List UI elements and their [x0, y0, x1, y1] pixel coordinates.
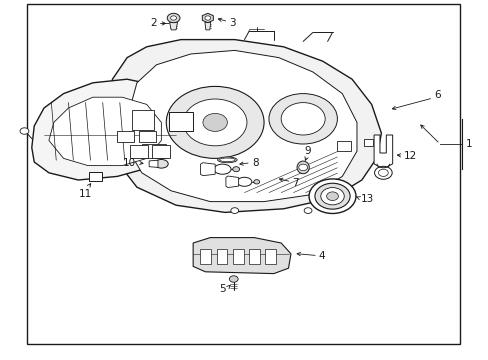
Circle shape: [170, 16, 176, 20]
Circle shape: [304, 208, 311, 213]
FancyBboxPatch shape: [142, 144, 166, 158]
FancyBboxPatch shape: [117, 131, 134, 142]
Ellipse shape: [237, 177, 251, 186]
Polygon shape: [149, 160, 158, 167]
Circle shape: [232, 167, 239, 172]
Polygon shape: [127, 50, 356, 202]
Circle shape: [320, 188, 344, 205]
Circle shape: [268, 94, 337, 144]
Circle shape: [308, 179, 355, 213]
Circle shape: [229, 276, 238, 282]
Circle shape: [374, 166, 391, 179]
Text: 1: 1: [465, 139, 472, 149]
Polygon shape: [32, 79, 185, 180]
FancyBboxPatch shape: [129, 145, 148, 158]
Text: 12: 12: [403, 150, 416, 161]
Circle shape: [20, 128, 29, 134]
Text: 7: 7: [291, 178, 298, 188]
Polygon shape: [204, 22, 210, 30]
Circle shape: [204, 16, 210, 20]
Polygon shape: [225, 176, 238, 188]
Circle shape: [314, 183, 349, 209]
Text: 3: 3: [228, 18, 235, 28]
Polygon shape: [200, 163, 215, 176]
Text: 9: 9: [304, 145, 310, 156]
Ellipse shape: [296, 161, 309, 174]
Circle shape: [183, 99, 246, 146]
Circle shape: [378, 169, 387, 176]
Ellipse shape: [214, 164, 231, 174]
FancyBboxPatch shape: [27, 4, 459, 344]
Text: 8: 8: [251, 158, 258, 168]
Text: 10: 10: [122, 158, 136, 168]
Circle shape: [230, 208, 238, 213]
Polygon shape: [373, 135, 392, 167]
Polygon shape: [107, 40, 381, 212]
Text: 2: 2: [150, 18, 157, 28]
Ellipse shape: [154, 159, 168, 168]
FancyBboxPatch shape: [364, 139, 372, 146]
FancyBboxPatch shape: [89, 172, 102, 181]
Circle shape: [203, 113, 227, 131]
Text: 5: 5: [219, 284, 225, 294]
Circle shape: [167, 13, 180, 23]
Polygon shape: [49, 97, 161, 166]
FancyBboxPatch shape: [232, 249, 243, 264]
Text: 11: 11: [79, 189, 92, 199]
FancyBboxPatch shape: [200, 249, 211, 264]
Polygon shape: [169, 22, 177, 30]
FancyBboxPatch shape: [139, 131, 156, 142]
Circle shape: [253, 180, 259, 184]
Circle shape: [281, 103, 325, 135]
Ellipse shape: [219, 158, 235, 162]
FancyBboxPatch shape: [248, 249, 259, 264]
FancyBboxPatch shape: [264, 249, 275, 264]
FancyBboxPatch shape: [151, 145, 170, 158]
Circle shape: [326, 192, 338, 201]
Ellipse shape: [217, 157, 237, 163]
Text: 13: 13: [360, 194, 373, 204]
FancyBboxPatch shape: [216, 249, 227, 264]
FancyBboxPatch shape: [168, 112, 193, 131]
Text: 4: 4: [318, 251, 325, 261]
Circle shape: [166, 86, 264, 158]
Circle shape: [298, 164, 307, 171]
Polygon shape: [202, 13, 213, 23]
Polygon shape: [193, 238, 290, 274]
Text: 6: 6: [433, 90, 440, 100]
FancyBboxPatch shape: [132, 110, 154, 130]
FancyBboxPatch shape: [337, 141, 350, 151]
